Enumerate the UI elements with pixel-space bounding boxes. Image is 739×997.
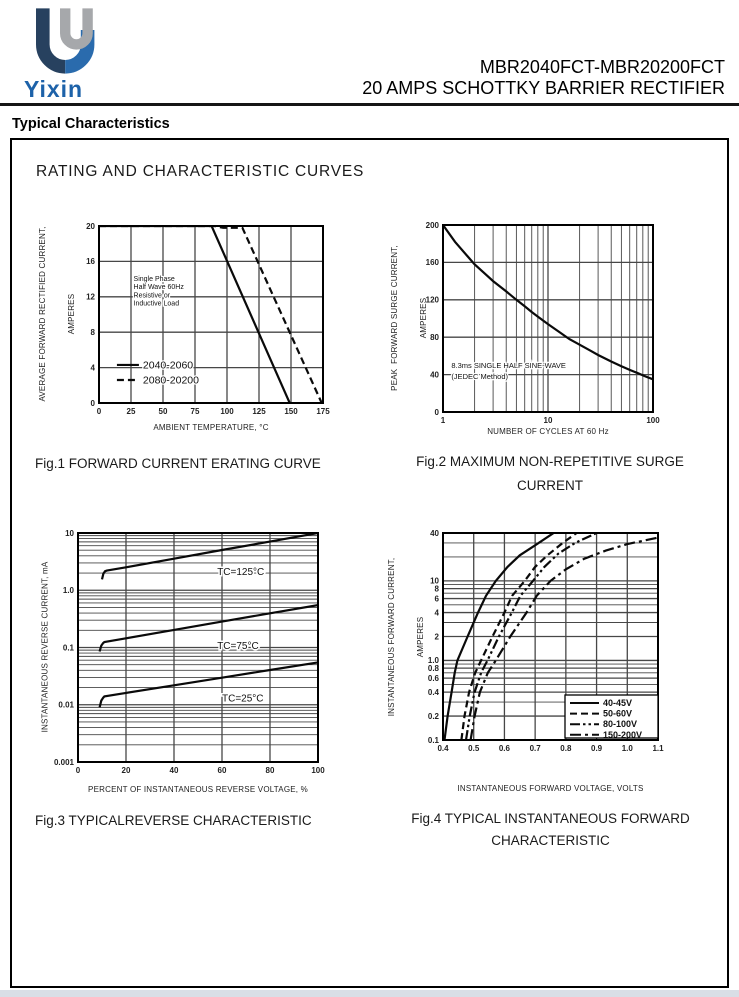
svg-text:1.0: 1.0 xyxy=(428,656,440,665)
svg-text:2040-2060: 2040-2060 xyxy=(143,359,193,371)
svg-text:0.7: 0.7 xyxy=(530,744,542,753)
svg-text:40: 40 xyxy=(430,370,439,379)
svg-text:TC=125°C: TC=125°C xyxy=(217,567,264,578)
svg-text:0: 0 xyxy=(76,766,81,775)
svg-text:Single Phase: Single Phase xyxy=(134,276,175,283)
svg-text:TC=75°C: TC=75°C xyxy=(217,641,259,652)
svg-text:50: 50 xyxy=(159,407,168,416)
fig2-x-axis-label: NUMBER OF CYCLES AT 60 Hz xyxy=(487,427,609,436)
fig4-x-axis-label: INSTANTANEOUS FORWARD VOLTAGE, VOLTS xyxy=(457,784,644,793)
svg-text:Inductive Load: Inductive Load xyxy=(134,300,180,307)
svg-text:160: 160 xyxy=(426,258,440,267)
svg-text:0.8: 0.8 xyxy=(428,664,440,673)
fig1-caption: Fig.1 FORWARD CURRENT ERATING CURVE xyxy=(35,456,321,471)
svg-text:0.9: 0.9 xyxy=(591,744,603,753)
svg-text:40: 40 xyxy=(430,529,439,538)
svg-text:10: 10 xyxy=(65,529,74,538)
section-heading: Typical Characteristics xyxy=(12,116,170,132)
svg-text:0: 0 xyxy=(97,407,102,416)
svg-text:0.4: 0.4 xyxy=(428,688,440,697)
svg-text:2: 2 xyxy=(435,632,440,641)
svg-text:75: 75 xyxy=(191,407,200,416)
svg-text:8: 8 xyxy=(91,328,96,337)
brand-name: Yixin xyxy=(24,76,84,102)
svg-text:1.0: 1.0 xyxy=(63,586,75,595)
svg-text:8.3ms SINGLE HALF SINE-WAVE: 8.3ms SINGLE HALF SINE-WAVE xyxy=(451,361,566,370)
svg-text:80-100V: 80-100V xyxy=(603,719,637,729)
svg-text:(JEDEC Method): (JEDEC Method) xyxy=(451,372,508,381)
fig4-caption-line1: Fig.4 TYPICAL INSTANTANEOUS FORWARD xyxy=(411,811,690,826)
svg-text:Resistive or: Resistive or xyxy=(134,292,171,299)
fig2-caption-line2: CURRENT xyxy=(517,478,583,493)
svg-text:60: 60 xyxy=(218,766,227,775)
logo-mark-icon xyxy=(36,8,95,74)
svg-text:100: 100 xyxy=(311,766,325,775)
characteristics-box xyxy=(10,138,729,988)
fig1-x-axis-label: AMBIENT TEMPERATURE, °C xyxy=(153,423,269,432)
svg-text:0: 0 xyxy=(435,408,440,417)
svg-text:10: 10 xyxy=(430,577,439,586)
svg-text:125: 125 xyxy=(252,407,266,416)
fig3-caption: Fig.3 TYPICALREVERSE CHARACTERISTIC xyxy=(35,813,312,828)
svg-text:50-60V: 50-60V xyxy=(603,709,632,719)
svg-text:8: 8 xyxy=(435,584,440,593)
fig3-chart: TC=125°C TC=75°C TC=25°C 0 20 40 60 80 100 0.001 0… xyxy=(54,529,325,775)
svg-text:TC=25°C: TC=25°C xyxy=(222,694,264,705)
header-titles: MBR2040FCT-MBR20200FCT 20 AMPS SCHOTTKY … xyxy=(362,57,725,99)
svg-text:40-45V: 40-45V xyxy=(603,698,632,708)
header-divider xyxy=(0,103,739,106)
svg-text:20: 20 xyxy=(86,222,95,231)
page-edge-strip xyxy=(0,990,739,997)
svg-text:Half Wave 60Hz: Half Wave 60Hz xyxy=(134,284,185,291)
svg-text:0.4: 0.4 xyxy=(437,744,449,753)
svg-text:12: 12 xyxy=(86,293,95,302)
fig3-x-axis-label: PERCENT OF INSTANTANEOUS REVERSE VOLTAGE… xyxy=(88,785,308,794)
curves-heading: RATING AND CHARACTERISTIC CURVES xyxy=(36,163,365,180)
brand-logo: Yixin xyxy=(24,6,134,103)
svg-text:100: 100 xyxy=(220,407,234,416)
part-number-title: MBR2040FCT-MBR20200FCT xyxy=(479,57,725,77)
svg-text:150: 150 xyxy=(284,407,298,416)
device-description: 20 AMPS SCHOTTKY BARRIER RECTIFIER xyxy=(362,78,725,98)
fig2-chart: 8.3ms SINGLE HALF SINE-WAVE (JEDEC Method… xyxy=(426,221,661,425)
svg-text:1: 1 xyxy=(441,416,446,425)
svg-text:200: 200 xyxy=(426,221,440,230)
svg-text:0: 0 xyxy=(91,399,96,408)
fig4-chart: 0.4 0.5 0.6 0.7 0.8 0.9 1.0 1.10.10.20.40.60.81… xyxy=(428,529,664,753)
svg-text:0.6: 0.6 xyxy=(499,744,511,753)
svg-text:80: 80 xyxy=(266,766,275,775)
svg-text:0.1: 0.1 xyxy=(428,736,440,745)
svg-text:40: 40 xyxy=(170,766,179,775)
svg-text:4: 4 xyxy=(91,363,96,372)
svg-text:4: 4 xyxy=(435,608,440,617)
svg-text:0.6: 0.6 xyxy=(428,674,440,683)
svg-text:0.2: 0.2 xyxy=(428,712,440,721)
svg-text:25: 25 xyxy=(127,407,136,416)
svg-text:100: 100 xyxy=(646,416,660,425)
svg-text:0.1: 0.1 xyxy=(63,643,75,652)
svg-text:1.0: 1.0 xyxy=(622,744,634,753)
svg-text:20: 20 xyxy=(122,766,131,775)
svg-text:120: 120 xyxy=(426,296,440,305)
svg-text:80: 80 xyxy=(430,333,439,342)
fig2-caption-line1: Fig.2 MAXIMUM NON-REPETITIVE SURGE xyxy=(416,454,684,469)
svg-text:6: 6 xyxy=(435,594,440,603)
svg-text:0.001: 0.001 xyxy=(54,758,75,767)
svg-text:150-200V: 150-200V xyxy=(603,730,642,740)
svg-text:0.5: 0.5 xyxy=(468,744,480,753)
svg-text:1.1: 1.1 xyxy=(652,744,664,753)
svg-text:10: 10 xyxy=(544,416,553,425)
svg-text:175: 175 xyxy=(316,407,330,416)
svg-text:0.01: 0.01 xyxy=(58,701,74,710)
fig4-caption-line2: CHARACTERISTIC xyxy=(491,833,610,848)
svg-text:0.8: 0.8 xyxy=(560,744,572,753)
svg-text:2080-20200: 2080-20200 xyxy=(143,374,199,386)
svg-text:16: 16 xyxy=(86,257,95,266)
